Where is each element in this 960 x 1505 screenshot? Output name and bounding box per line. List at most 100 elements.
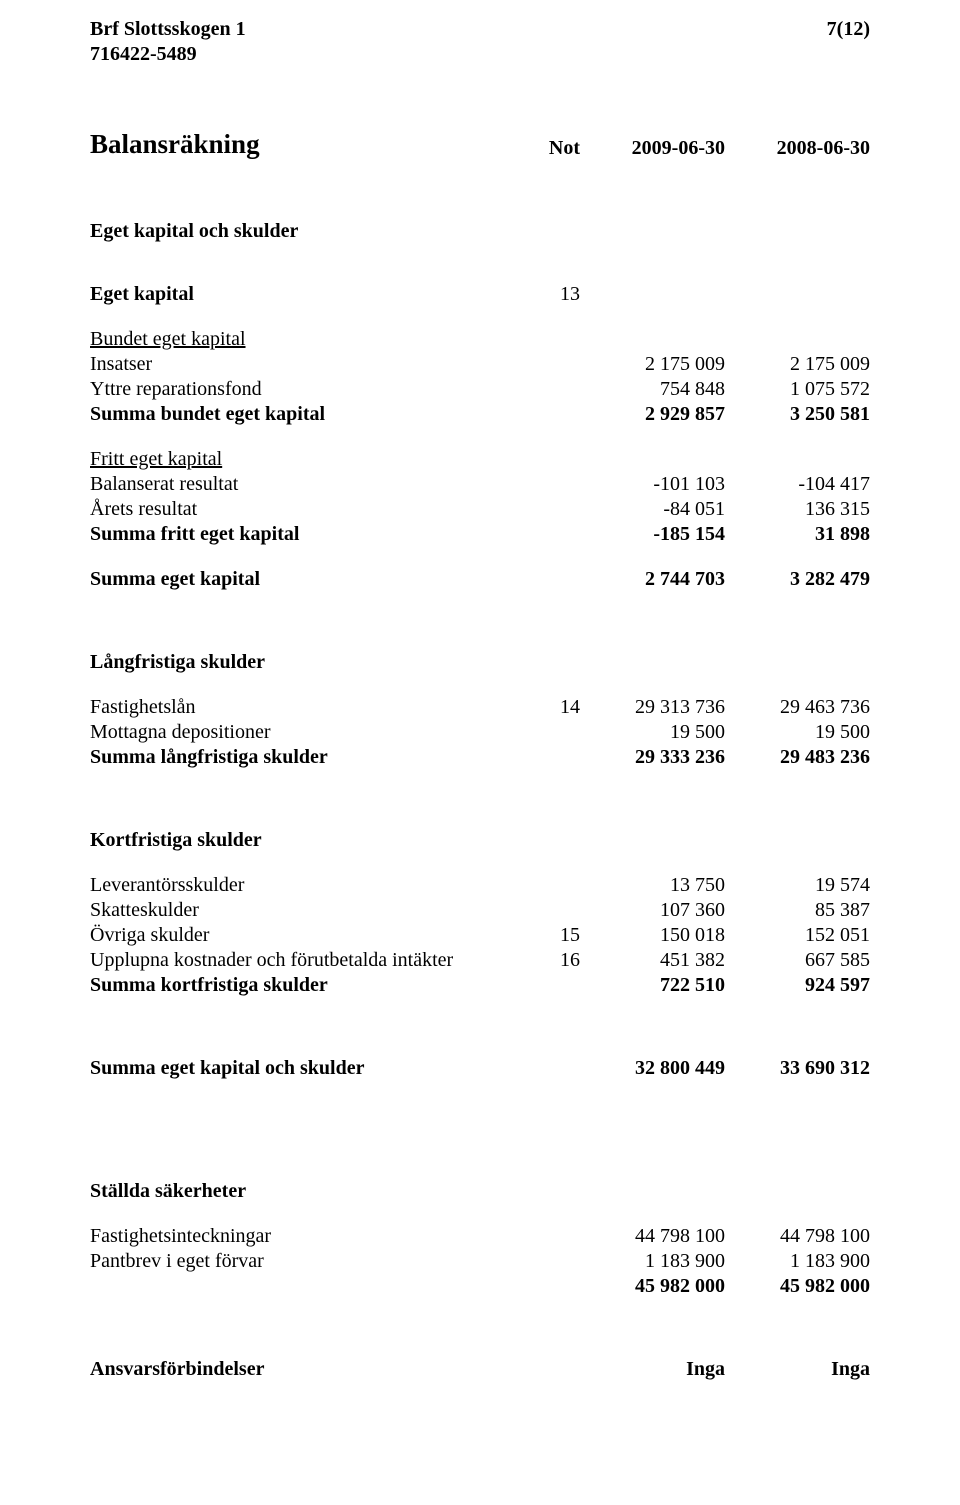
note-ovr: 15 (510, 923, 580, 948)
label-ovr: Övriga skulder (90, 923, 510, 948)
column-header-period-b: 2008-06-30 (725, 128, 870, 161)
value-yttre-a: 754 848 (580, 377, 725, 402)
value-fi-a: 44 798 100 (580, 1224, 725, 1249)
page: Brf Slottsskogen 1 7(12) 716422-5489 Bal… (0, 0, 960, 1505)
row-yttre: Yttre reparationsfond 754 848 1 075 572 (90, 377, 870, 402)
value-yttre-b: 1 075 572 (725, 377, 870, 402)
label-yttre: Yttre reparationsfond (90, 377, 510, 402)
value-insatser-b: 2 175 009 (725, 352, 870, 377)
column-header-note: Not (510, 128, 580, 161)
label-fi: Fastighetsinteckningar (90, 1224, 510, 1249)
row-sakerheter-total: 45 982 000 45 982 000 (90, 1274, 870, 1299)
row-insatser: Insatser 2 175 009 2 175 009 (90, 352, 870, 377)
row-fastlan: Fastighetslån 14 29 313 736 29 463 736 (90, 695, 870, 720)
note-uppl: 16 (510, 948, 580, 973)
label-arets: Årets resultat (90, 497, 510, 522)
page-number: 7(12) (827, 18, 870, 41)
value-summa-bundet-a: 2 929 857 (580, 402, 725, 427)
value-ansvar-a: Inga (580, 1357, 725, 1382)
value-summa-fritt-b: 31 898 (725, 522, 870, 547)
label-ansvar: Ansvarsförbindelser (90, 1357, 510, 1382)
section-heading-ek-skulder: Eget kapital och skulder (90, 219, 870, 244)
label-lev: Leverantörsskulder (90, 873, 510, 898)
page-header: Brf Slottsskogen 1 7(12) (90, 18, 870, 41)
value-summa-eks-b: 33 690 312 (725, 1056, 870, 1081)
value-fastlan-b: 29 463 736 (725, 695, 870, 720)
value-summa-kort-a: 722 510 (580, 973, 725, 998)
label-summa-ek: Summa eget kapital (90, 567, 510, 592)
value-insatser-a: 2 175 009 (580, 352, 725, 377)
row-summa-ek: Summa eget kapital 2 744 703 3 282 479 (90, 567, 870, 592)
value-summa-eks-a: 32 800 449 (580, 1056, 725, 1081)
row-summa-kort: Summa kortfristiga skulder 722 510 924 5… (90, 973, 870, 998)
row-bundet-heading: Bundet eget kapital (90, 327, 870, 352)
value-summa-ek-a: 2 744 703 (580, 567, 725, 592)
note-eget-kapital: 13 (510, 282, 580, 307)
value-depo-a: 19 500 (580, 720, 725, 745)
value-pb-a: 1 183 900 (580, 1249, 725, 1274)
value-ansvar-b: Inga (725, 1357, 870, 1382)
label-uppl: Upplupna kostnader och förutbetalda intä… (90, 948, 510, 973)
row-kort-heading: Kortfristiga skulder (90, 828, 870, 853)
label-insatser: Insatser (90, 352, 510, 377)
page-title: Balansräkning (90, 129, 260, 159)
label-fastlan: Fastighetslån (90, 695, 510, 720)
label-fritt: Fritt eget kapital (90, 447, 510, 472)
value-skatt-b: 85 387 (725, 898, 870, 923)
value-arets-b: 136 315 (725, 497, 870, 522)
org-id: 716422-5489 (90, 43, 870, 66)
value-ovr-b: 152 051 (725, 923, 870, 948)
value-skatt-a: 107 360 (580, 898, 725, 923)
value-lev-a: 13 750 (580, 873, 725, 898)
label-sakerheter: Ställda säkerheter (90, 1179, 510, 1204)
label-kort: Kortfristiga skulder (90, 828, 510, 853)
row-summa-lang: Summa långfristiga skulder 29 333 236 29… (90, 745, 870, 770)
label-summa-fritt: Summa fritt eget kapital (90, 522, 510, 547)
value-fastlan-a: 29 313 736 (580, 695, 725, 720)
value-ovr-a: 150 018 (580, 923, 725, 948)
column-header-period-a: 2009-06-30 (580, 128, 725, 161)
value-arets-a: -84 051 (580, 497, 725, 522)
label-pb: Pantbrev i eget förvar (90, 1249, 510, 1274)
value-summa-fritt-a: -185 154 (580, 522, 725, 547)
row-lang-heading: Långfristiga skulder (90, 650, 870, 675)
label-summa-eks: Summa eget kapital och skulder (90, 1056, 510, 1081)
value-balanserat-a: -101 103 (580, 472, 725, 497)
heading-eget-kapital-och-skulder: Eget kapital och skulder (90, 219, 510, 244)
row-summa-bundet: Summa bundet eget kapital 2 929 857 3 25… (90, 402, 870, 427)
row-pb: Pantbrev i eget förvar 1 183 900 1 183 9… (90, 1249, 870, 1274)
label-summa-bundet: Summa bundet eget kapital (90, 402, 510, 427)
row-balanserat: Balanserat resultat -101 103 -104 417 (90, 472, 870, 497)
org-name: Brf Slottsskogen 1 (90, 18, 246, 41)
value-summa-lang-a: 29 333 236 (580, 745, 725, 770)
label-depo: Mottagna depositioner (90, 720, 510, 745)
row-fritt-heading: Fritt eget kapital (90, 447, 870, 472)
row-skatt: Skatteskulder 107 360 85 387 (90, 898, 870, 923)
row-lev: Leverantörsskulder 13 750 19 574 (90, 873, 870, 898)
row-summa-eks: Summa eget kapital och skulder 32 800 44… (90, 1056, 870, 1081)
value-sak-total-a: 45 982 000 (580, 1274, 725, 1299)
row-depo: Mottagna depositioner 19 500 19 500 (90, 720, 870, 745)
value-uppl-b: 667 585 (725, 948, 870, 973)
row-arets: Årets resultat -84 051 136 315 (90, 497, 870, 522)
row-fi: Fastighetsinteckningar 44 798 100 44 798… (90, 1224, 870, 1249)
note-fastlan: 14 (510, 695, 580, 720)
value-summa-kort-b: 924 597 (725, 973, 870, 998)
label-skatt: Skatteskulder (90, 898, 510, 923)
label-bundet: Bundet eget kapital (90, 327, 510, 352)
value-depo-b: 19 500 (725, 720, 870, 745)
row-sakerheter-heading: Ställda säkerheter (90, 1179, 870, 1204)
row-uppl: Upplupna kostnader och förutbetalda intä… (90, 948, 870, 973)
label-summa-lang: Summa långfristiga skulder (90, 745, 510, 770)
value-sak-total-b: 45 982 000 (725, 1274, 870, 1299)
value-balanserat-b: -104 417 (725, 472, 870, 497)
value-summa-bundet-b: 3 250 581 (725, 402, 870, 427)
row-eget-kapital: Eget kapital 13 (90, 282, 870, 307)
label-eget-kapital: Eget kapital (90, 282, 510, 307)
title-row: Balansräkning Not 2009-06-30 2008-06-30 (90, 128, 870, 161)
label-balanserat: Balanserat resultat (90, 472, 510, 497)
label-summa-kort: Summa kortfristiga skulder (90, 973, 510, 998)
value-lev-b: 19 574 (725, 873, 870, 898)
value-summa-ek-b: 3 282 479 (725, 567, 870, 592)
value-fi-b: 44 798 100 (725, 1224, 870, 1249)
